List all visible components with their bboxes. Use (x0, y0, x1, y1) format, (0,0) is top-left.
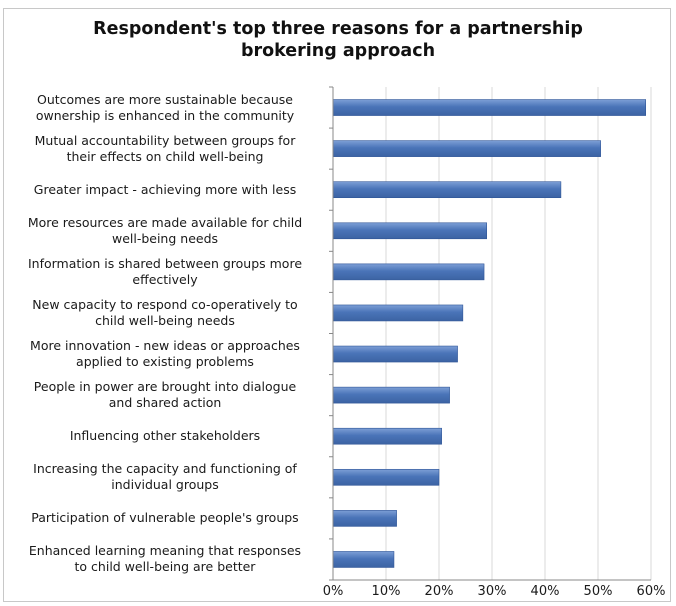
bar (332, 263, 485, 281)
bars (332, 99, 647, 568)
bar (332, 222, 487, 240)
category-label: More innovation - new ideas or approache… (30, 338, 300, 370)
category-label: People in power are brought into dialogu… (33, 379, 297, 411)
chart-title: Respondent's top three reasons for a par… (93, 19, 583, 61)
category-label: Influencing other stakeholders (69, 428, 261, 444)
category-label: Increasing the capacity and functioning … (33, 461, 297, 493)
category-label: Information is shared between groups mor… (27, 255, 303, 287)
category-label: New capacity to respond co-operatively t… (32, 296, 298, 328)
bar (332, 427, 442, 445)
bar (332, 304, 464, 322)
x-tick-label: 0% (322, 584, 344, 599)
bar (332, 345, 458, 363)
gridlines (332, 87, 652, 580)
bar (332, 181, 562, 199)
bar (332, 140, 601, 157)
category-label: Outcomes are more sustainable because ow… (35, 91, 295, 123)
x-tick-label: 40% (530, 584, 560, 599)
x-tick-label: 60% (636, 584, 666, 599)
x-tick-label: 50% (583, 584, 613, 599)
bar (332, 510, 397, 527)
category-label: Mutual accountability between groups for… (34, 132, 296, 164)
x-tick-label: 30% (477, 584, 507, 599)
bar (332, 99, 647, 116)
category-label: Participation of vulnerable people's gro… (31, 510, 299, 526)
axes (329, 86, 651, 581)
bar (332, 386, 450, 404)
category-label: Greater impact - achieving more with les… (33, 181, 297, 197)
bar (332, 468, 440, 486)
x-tick-label: 10% (371, 584, 401, 599)
bar (332, 551, 395, 568)
category-label: Enhanced learning meaning that responses… (28, 543, 302, 575)
x-tick-label: 20% (424, 584, 454, 599)
category-label: More resources are made available for ch… (27, 214, 303, 246)
